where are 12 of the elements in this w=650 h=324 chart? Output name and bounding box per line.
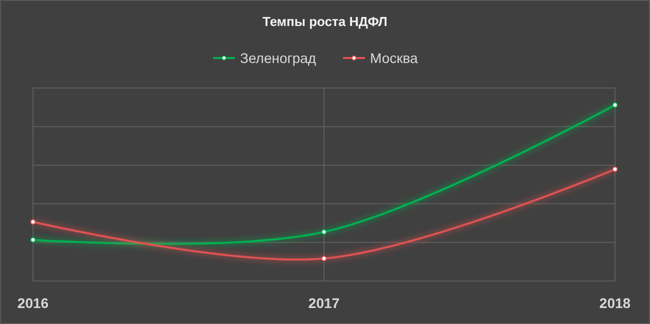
point — [30, 219, 36, 225]
point — [30, 237, 36, 243]
legend-label: Москва — [370, 50, 418, 66]
point — [612, 166, 618, 172]
point — [612, 102, 618, 108]
legend-label: Зеленоград — [240, 50, 316, 66]
x-tick-label: 2018 — [599, 295, 631, 311]
x-tick-label: 2017 — [308, 295, 340, 311]
chart-title: Темпы роста НДФЛ — [262, 14, 388, 29]
x-tick-label: 2016 — [17, 295, 49, 311]
point — [321, 256, 327, 262]
point — [321, 229, 327, 235]
